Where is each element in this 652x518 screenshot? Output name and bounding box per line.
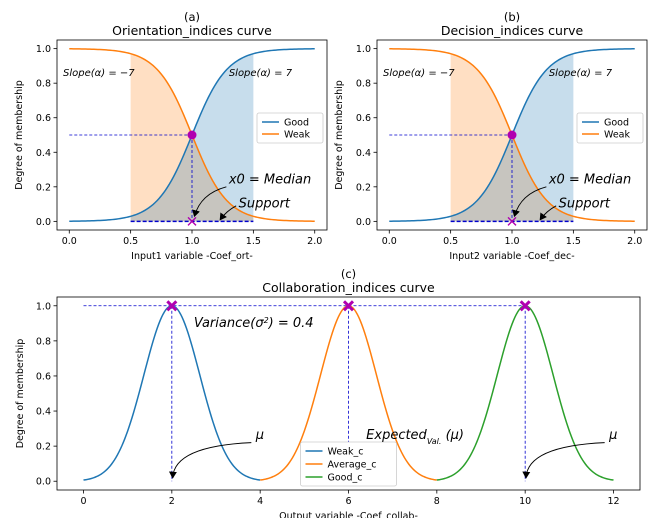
legend-label-good: Good xyxy=(604,118,629,129)
x-tick-label: 2 xyxy=(169,496,175,507)
legend-label-weak: Weak xyxy=(284,130,311,141)
support-annotation: Support xyxy=(559,197,611,212)
intersection-point xyxy=(187,130,197,140)
x-tick-label: 2.0 xyxy=(307,236,322,247)
variance-annotation: Variance(σ2) = 0.4 xyxy=(194,315,314,331)
x0-arrow xyxy=(192,186,227,218)
legend-box xyxy=(256,112,324,144)
legend-label: Weak_c xyxy=(328,447,364,458)
expected-value-annotation: ExpectedVal. (μ) xyxy=(366,428,464,446)
median-marker xyxy=(187,216,197,226)
x-axis-label: Output variable -Coef_collab- xyxy=(279,511,418,518)
support-annotation: Support xyxy=(239,197,291,212)
x0-median-annotation: x0 = Median xyxy=(228,172,311,187)
panel-label: (c) xyxy=(341,267,356,281)
x0-arrow xyxy=(512,186,547,218)
x-tick-label: 8 xyxy=(434,496,440,507)
x-tick-label: 1.0 xyxy=(504,236,519,247)
y-tick-label: 0.6 xyxy=(36,113,51,124)
y-tick-label: 0.8 xyxy=(36,79,51,90)
x-tick-label: 2.0 xyxy=(627,236,642,247)
chart-panel-c: (c)Collaboration_indices curve 0 2 4 6 8 10 12 0… xyxy=(15,267,641,518)
chart-title: Decision_indices curve xyxy=(441,23,584,38)
y-tick-label: 0.8 xyxy=(36,336,51,347)
y-tick-label: 0.0 xyxy=(36,217,51,228)
x-tick-label: 0.0 xyxy=(62,236,77,247)
support-arrow xyxy=(539,205,557,221)
x-axis-label: Input2 variable -Coef_dec- xyxy=(449,251,574,262)
mu-annotation: μ xyxy=(255,428,264,443)
y-axis-label: Degree of membership xyxy=(14,80,25,190)
x-tick-label: 0.5 xyxy=(443,236,458,247)
peak-marker xyxy=(166,300,178,312)
y-axis-label: Degree of membership xyxy=(15,339,26,449)
y-tick-label: 0.4 xyxy=(36,148,51,159)
legend-label: Average_c xyxy=(328,460,377,471)
x-tick-label: 0 xyxy=(80,496,86,507)
panel-label: (a) xyxy=(184,10,200,24)
legend-label-good: Good xyxy=(284,118,309,129)
y-tick-label: 0.0 xyxy=(36,477,51,488)
x-tick-label: 0.0 xyxy=(382,236,397,247)
chart-title: Collaboration_indices curve xyxy=(262,280,435,295)
y-tick-label: 0.2 xyxy=(36,182,51,193)
peak-marker xyxy=(519,300,531,312)
legend-label-weak: Weak xyxy=(604,130,631,141)
y-tick-label: 0.6 xyxy=(356,113,371,124)
y-tick-label: 0.2 xyxy=(36,442,51,453)
y-tick-label: 0.6 xyxy=(36,371,51,382)
intersection-point xyxy=(507,130,517,140)
slope-left-annotation: Slope(α) = −7 xyxy=(63,68,135,79)
x-tick-label: 0.5 xyxy=(123,236,138,247)
y-tick-label: 0.2 xyxy=(356,182,371,193)
support-arrow xyxy=(219,205,237,221)
x-tick-label: 10 xyxy=(519,496,531,507)
x-tick-label: 1.0 xyxy=(184,236,199,247)
slope-right-annotation: Slope(α) = 7 xyxy=(549,68,613,79)
chart-title: Orientation_indices curve xyxy=(112,23,272,38)
y-axis-label: Degree of membership xyxy=(334,80,345,190)
legend-label: Good_c xyxy=(328,473,363,484)
chart-panel-a: (a)Orientation_indices curve 0.0 0.5 1.0 1.5… xyxy=(14,10,328,262)
x-tick-label: 4 xyxy=(257,496,263,507)
x0-median-annotation: x0 = Median xyxy=(548,172,631,187)
legend-box xyxy=(576,112,644,144)
x-tick-label: 6 xyxy=(345,496,351,507)
peak-marker xyxy=(342,300,355,312)
x-tick-label: 1.5 xyxy=(566,236,581,247)
y-tick-label: 1.0 xyxy=(36,301,51,312)
mu-arrow xyxy=(522,442,605,479)
x-axis-label: Input1 variable -Coef_ort- xyxy=(131,251,253,262)
mu-annotation: μ xyxy=(608,428,617,443)
y-tick-label: 1.0 xyxy=(36,44,51,55)
mu-arrow xyxy=(168,442,252,479)
slope-left-annotation: Slope(α) = −7 xyxy=(383,68,455,79)
panel-label: (b) xyxy=(504,10,520,24)
y-tick-label: 1.0 xyxy=(356,44,371,55)
y-tick-label: 0.4 xyxy=(36,407,51,418)
y-tick-label: 0.0 xyxy=(356,217,371,228)
x-tick-label: 1.5 xyxy=(246,236,261,247)
y-tick-label: 0.4 xyxy=(356,148,371,159)
x-tick-label: 12 xyxy=(607,496,619,507)
legend-box xyxy=(300,441,397,487)
chart-panel-b: (b)Decision_indices curve 0.0 0.5 1.0 1.5 2.0… xyxy=(334,10,648,262)
slope-right-annotation: Slope(α) = 7 xyxy=(229,68,293,79)
y-tick-label: 0.8 xyxy=(356,79,371,90)
median-marker xyxy=(507,216,517,226)
